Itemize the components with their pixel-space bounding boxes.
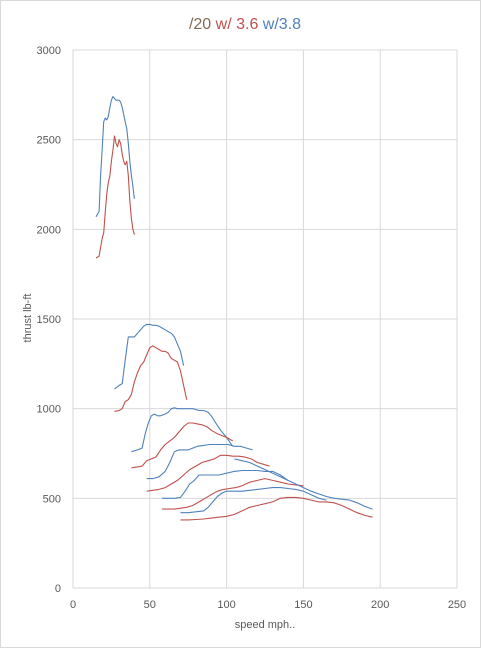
y-tick-label: 2500 bbox=[37, 135, 61, 147]
x-axis-label: speed mph.. bbox=[235, 619, 296, 631]
red-series-line bbox=[162, 478, 304, 510]
x-tick-label: 100 bbox=[217, 599, 235, 611]
grid-lines bbox=[72, 49, 458, 589]
y-tick-label: 2000 bbox=[37, 224, 61, 236]
y-tick-label: 1500 bbox=[37, 314, 61, 326]
red-series-line bbox=[146, 454, 270, 492]
title-part: /20 bbox=[189, 16, 211, 33]
chart-title: /20 w/ 3.6 w/3.8 bbox=[189, 16, 301, 33]
red-series-line bbox=[95, 135, 135, 259]
x-tick-label: 50 bbox=[144, 599, 156, 611]
blue-series-line bbox=[95, 96, 135, 218]
x-tick-label: 150 bbox=[294, 599, 312, 611]
red-series-line bbox=[114, 345, 188, 412]
red-series-line bbox=[131, 422, 233, 469]
blue-series-line bbox=[146, 443, 253, 480]
y-tick-label: 500 bbox=[43, 493, 61, 505]
x-tick-labels: 0 50 100 150 200 250 bbox=[70, 599, 466, 611]
series-lines bbox=[95, 96, 373, 521]
blue-series-line bbox=[180, 487, 327, 514]
blue-series-line bbox=[114, 323, 185, 390]
red-series-line bbox=[180, 496, 373, 521]
y-tick-labels: 0 500 1000 1500 2000 2500 3000 bbox=[37, 45, 61, 595]
blue-series-line bbox=[162, 469, 289, 499]
y-tick-label: 1000 bbox=[37, 404, 61, 416]
x-tick-label: 0 bbox=[70, 599, 76, 611]
y-axis-label: thrust lb-ft bbox=[22, 294, 34, 343]
blue-series-line bbox=[131, 407, 234, 453]
y-tick-label: 3000 bbox=[37, 45, 61, 57]
x-tick-label: 200 bbox=[371, 599, 389, 611]
title-part: w/ 3.6 bbox=[211, 16, 258, 33]
blue-series-line bbox=[234, 458, 373, 510]
y-tick-label: 0 bbox=[55, 583, 61, 595]
title-part: w/3.8 bbox=[258, 16, 301, 33]
x-tick-label: 250 bbox=[448, 599, 466, 611]
